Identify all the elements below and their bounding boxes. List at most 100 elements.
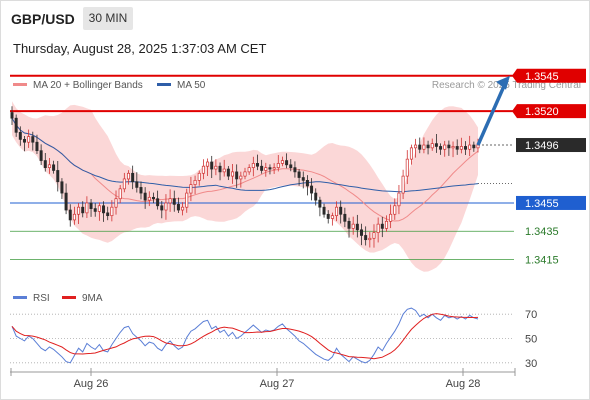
candle-body — [302, 178, 304, 181]
candle-body — [32, 137, 34, 143]
candle-body — [473, 145, 475, 148]
level-label: 1.3496 — [525, 140, 559, 152]
candle-body — [231, 172, 233, 176]
candle-body — [414, 145, 416, 148]
candle-body — [381, 224, 383, 228]
candle-body — [240, 176, 242, 179]
candle-body — [11, 113, 13, 119]
candle-body — [140, 187, 142, 193]
level-labels: 1.35451.35201.34961.34551.34351.3415 — [512, 69, 586, 267]
candle-body — [269, 168, 271, 169]
candle-body — [406, 159, 408, 176]
candle-body — [323, 207, 325, 214]
level-label: 1.3545 — [525, 71, 559, 83]
candle-body — [306, 180, 308, 186]
candle-body — [477, 145, 479, 148]
candle-body — [464, 146, 466, 149]
candle-body — [448, 145, 450, 148]
forecast-arrow-shaft — [478, 84, 505, 145]
candle-body — [290, 165, 292, 168]
rsi-tick-label: 30 — [525, 358, 537, 370]
candle-body — [152, 197, 154, 198]
candle-body — [344, 214, 346, 221]
candle-body — [57, 170, 59, 181]
candle-body — [348, 221, 350, 228]
candle-body — [277, 163, 279, 167]
x-tick-label: Aug 27 — [260, 378, 295, 390]
candle-body — [435, 144, 437, 147]
x-tick-label: Aug 28 — [446, 378, 481, 390]
candle-body — [373, 233, 375, 239]
candle-body — [427, 145, 429, 148]
candle-body — [111, 207, 113, 215]
candle-body — [260, 166, 262, 170]
rsi-line — [12, 308, 478, 363]
candle-body — [73, 214, 75, 220]
candle-body — [65, 193, 67, 210]
candle-body — [360, 230, 362, 236]
candle-body — [36, 142, 38, 150]
candle-body — [369, 238, 371, 239]
candle-body — [161, 206, 163, 210]
candle-body — [331, 216, 333, 219]
candle-body — [236, 172, 238, 179]
candle-body — [206, 162, 208, 166]
candle-body — [315, 193, 317, 200]
candle-body — [119, 189, 121, 199]
candle-body — [244, 172, 246, 176]
candle-body — [173, 199, 175, 205]
candle-body — [431, 144, 433, 148]
x-tick-label: Aug 26 — [74, 378, 109, 390]
candle-body — [181, 207, 183, 210]
candle-body — [115, 199, 117, 207]
candle-body — [211, 162, 213, 169]
candle-body — [98, 206, 100, 212]
candle-body — [186, 193, 188, 207]
candle-body — [202, 166, 204, 173]
candle-body — [423, 145, 425, 149]
candle-body — [298, 172, 300, 178]
candle-body — [44, 161, 46, 168]
rsi-tick-label: 50 — [525, 334, 537, 346]
candle-body — [356, 224, 358, 230]
candle-body — [86, 203, 88, 213]
level-label: 1.3520 — [525, 106, 559, 118]
candle-body — [27, 137, 29, 143]
candle-body — [132, 173, 134, 181]
candle-body — [265, 168, 267, 171]
candle-body — [136, 182, 138, 188]
candle-body — [156, 199, 158, 206]
candle-body — [444, 145, 446, 149]
candle-body — [340, 207, 342, 214]
candle-body — [377, 224, 379, 232]
candle-body — [227, 169, 229, 176]
candle-body — [194, 180, 196, 184]
candle-body — [40, 151, 42, 161]
x-axis: Aug 26 Aug 27 Aug 28 — [10, 368, 515, 390]
candle-body — [23, 139, 25, 142]
candle-body — [319, 200, 321, 207]
candle-body — [452, 146, 454, 147]
candle-body — [127, 173, 129, 179]
candle-body — [169, 199, 171, 203]
bollinger-band-area — [12, 101, 478, 272]
candle-body — [402, 176, 404, 193]
candle-body — [165, 203, 167, 210]
bollinger-band — [12, 101, 478, 272]
candle-body — [102, 206, 104, 213]
candle-body — [335, 207, 337, 215]
candle-body — [294, 168, 296, 172]
candle-body — [61, 182, 63, 193]
rsi-tick-label: 70 — [525, 309, 537, 321]
candle-body — [77, 207, 79, 214]
candle-body — [419, 145, 421, 149]
candle-body — [148, 197, 150, 200]
candle-body — [52, 165, 54, 171]
candle-body — [252, 163, 254, 167]
candle-body — [19, 132, 21, 139]
candle-body — [15, 118, 17, 132]
candle-body — [273, 168, 275, 169]
candle-body — [389, 214, 391, 221]
level-label: 1.3415 — [525, 254, 559, 266]
